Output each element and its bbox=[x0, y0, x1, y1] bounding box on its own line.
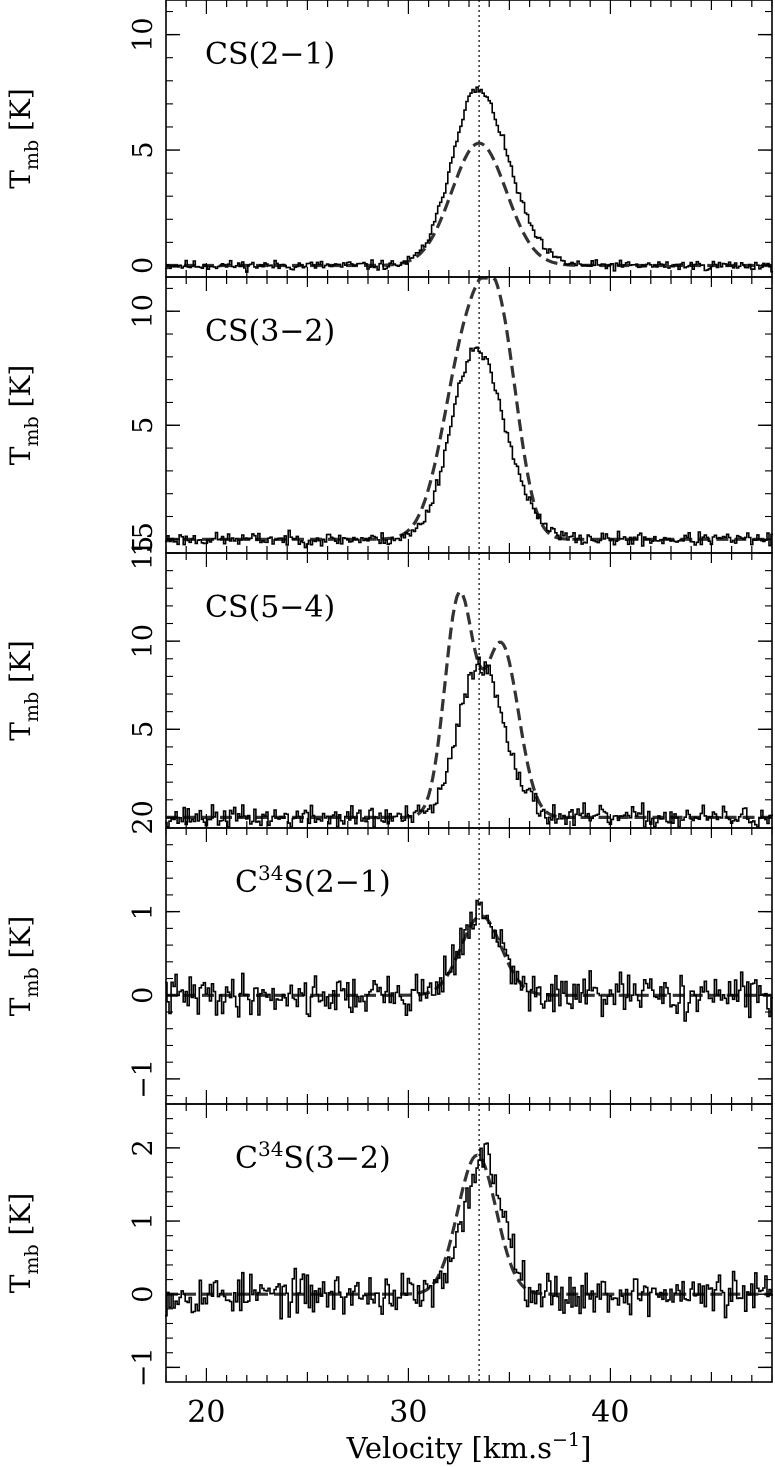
y-tick-label: 20 bbox=[128, 800, 159, 834]
panel-title: CS(3−2) bbox=[205, 314, 335, 349]
model-spectrum-4 bbox=[166, 914, 772, 997]
x-tick-label: 30 bbox=[389, 1395, 427, 1430]
y-tick-label: 10 bbox=[128, 17, 159, 51]
y-axis-label: Tmb [K] bbox=[4, 640, 43, 741]
observed-spectrum-5 bbox=[165, 1142, 773, 1320]
y-tick-label: 0 bbox=[128, 1286, 159, 1303]
model-spectrum-1 bbox=[166, 141, 772, 268]
y-tick-label: −1 bbox=[128, 1347, 159, 1387]
panel-title: C34S(2−1) bbox=[235, 861, 391, 900]
y-tick-label: 5 bbox=[128, 417, 159, 434]
observed-spectrum-2 bbox=[165, 346, 773, 549]
x-axis-label: Velocity [km.s−1] bbox=[346, 1429, 592, 1465]
y-tick-label: 10 bbox=[128, 624, 159, 658]
y-tick-label: 2 bbox=[128, 1139, 159, 1156]
model-spectrum-2 bbox=[166, 276, 772, 541]
y-axis-label: Tmb [K] bbox=[4, 88, 43, 189]
y-tick-label: 1 bbox=[128, 903, 159, 920]
y-axis-label: Tmb [K] bbox=[4, 916, 43, 1017]
y-axis-label: Tmb [K] bbox=[4, 365, 43, 466]
x-tick-label: 20 bbox=[187, 1395, 225, 1430]
y-axis-label: Tmb [K] bbox=[4, 1193, 43, 1294]
observed-spectrum-1 bbox=[165, 86, 773, 273]
observed-spectrum-4 bbox=[165, 899, 773, 1022]
y-tick-label: 0 bbox=[128, 987, 159, 1004]
y-tick-label: 0 bbox=[128, 257, 159, 274]
y-tick-label: 5 bbox=[128, 141, 159, 158]
y-tick-label: 15 bbox=[128, 536, 159, 570]
y-tick-label: −1 bbox=[128, 1059, 159, 1099]
panel-5: −1 0 1 2 C34S(3−2) Tmb [K] bbox=[4, 1103, 773, 1387]
panel-3: 20 5 10 15 CS(5−4) Tmb [K] bbox=[4, 536, 773, 835]
y-tick-label: 10 bbox=[128, 294, 159, 328]
panel-title: CS(2−1) bbox=[205, 37, 335, 72]
panel-4: −1 0 1 C34S(2−1) Tmb [K] bbox=[4, 827, 773, 1105]
model-spectrum-5 bbox=[166, 1153, 772, 1296]
y-tick-label: 5 bbox=[128, 721, 159, 738]
model-spectrum-3 bbox=[166, 590, 772, 819]
panel-1: 0 5 10 CS(2−1) Tmb [K] bbox=[4, 0, 773, 278]
observed-spectrum-3 bbox=[165, 656, 773, 828]
panel-title: C34S(3−2) bbox=[235, 1137, 391, 1176]
x-tick-label: 40 bbox=[591, 1395, 629, 1430]
panel-title: CS(5−4) bbox=[205, 590, 335, 625]
y-tick-label: 1 bbox=[128, 1212, 159, 1229]
y-tick-label: 15 bbox=[128, 522, 159, 556]
panel-2: 15 5 10 CS(3−2) Tmb [K] bbox=[4, 276, 773, 556]
